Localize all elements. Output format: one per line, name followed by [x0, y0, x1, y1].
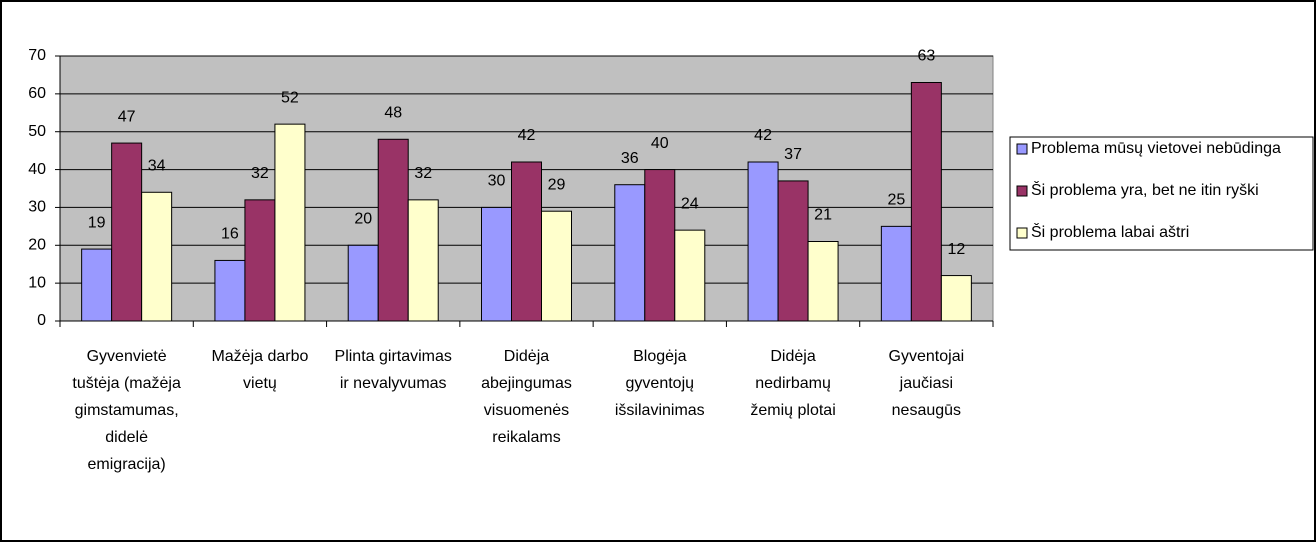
- y-tick-label: 30: [28, 199, 46, 216]
- bar: [141, 191, 173, 322]
- bar: [481, 206, 512, 322]
- bar: [541, 210, 572, 322]
- bar: [644, 169, 676, 322]
- x-tick-label: Gyventojai jaučiasi nesaugūs: [888, 348, 965, 419]
- data-label: 30: [488, 173, 506, 190]
- legend-swatch: [1016, 227, 1028, 239]
- bar: [511, 161, 542, 322]
- data-label: 34: [148, 158, 166, 175]
- bar: [407, 199, 439, 322]
- x-tick-label: Didėja abejingumas visuomenės reikalams: [481, 348, 572, 446]
- legend-swatch: [1016, 143, 1028, 155]
- data-label: 21: [814, 207, 832, 224]
- data-label: 48: [384, 105, 402, 122]
- bar: [880, 225, 912, 322]
- legend-swatch: [1016, 185, 1028, 197]
- bar: [910, 82, 942, 322]
- bar: [111, 142, 143, 322]
- y-tick-label: 40: [28, 161, 46, 178]
- bar: [747, 161, 779, 322]
- data-label: 52: [281, 89, 299, 106]
- y-tick-label: 70: [28, 47, 46, 64]
- bar: [614, 184, 646, 322]
- data-label: 20: [354, 211, 372, 228]
- data-label: 63: [917, 48, 935, 65]
- legend-label: Problema mūsų vietovei nebūdinga: [1031, 140, 1281, 157]
- bar: [244, 199, 276, 322]
- data-label: 42: [518, 127, 536, 144]
- bar: [807, 241, 839, 322]
- x-tick-label: Didėja nedirbamų žemių plotai: [750, 348, 836, 419]
- y-tick-label: 0: [37, 312, 46, 329]
- legend-label: Ši problema yra, bet ne itin ryški: [1031, 180, 1259, 199]
- bar: [214, 259, 246, 322]
- x-tick-label: Gyvenvietė tuštėja (mažėja gimstamumas, …: [72, 348, 181, 473]
- bar: [81, 248, 113, 322]
- y-tick-label: 20: [28, 237, 46, 254]
- y-tick-label: 60: [28, 85, 46, 102]
- bar: [377, 138, 409, 322]
- x-tick-label: Mažėja darbo vietų: [211, 348, 309, 392]
- x-tick-label: Plinta girtavimas ir nevalyvumas: [334, 348, 452, 392]
- legend: [1009, 136, 1314, 251]
- bar: [777, 180, 809, 322]
- y-tick-label: 10: [28, 274, 46, 291]
- x-tick-label: Blogėja gyventojų išsilavinimas: [614, 348, 705, 419]
- bar: [674, 229, 706, 322]
- y-tick-label: 50: [28, 123, 46, 140]
- bar: [347, 244, 379, 322]
- data-label: 36: [621, 150, 639, 167]
- data-label: 32: [414, 165, 432, 182]
- data-label: 29: [548, 176, 566, 193]
- data-label: 12: [947, 241, 965, 258]
- data-label: 37: [784, 146, 802, 163]
- data-label: 24: [681, 195, 699, 212]
- data-label: 47: [118, 108, 136, 125]
- bar: [940, 275, 972, 322]
- data-label: 40: [651, 135, 669, 152]
- data-label: 32: [251, 165, 269, 182]
- data-label: 19: [88, 214, 106, 231]
- legend-label: Ši problema labai aštri: [1031, 222, 1189, 241]
- bar: [274, 123, 306, 322]
- data-label: 25: [887, 192, 905, 209]
- data-label: 16: [221, 226, 239, 243]
- data-label: 42: [754, 127, 772, 144]
